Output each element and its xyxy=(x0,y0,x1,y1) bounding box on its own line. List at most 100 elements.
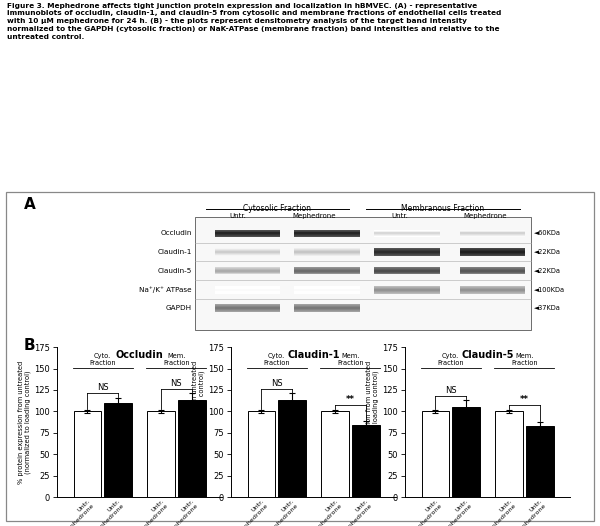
Bar xyxy=(295,248,360,249)
Bar xyxy=(215,252,280,253)
Bar xyxy=(374,235,440,236)
Bar xyxy=(374,271,440,272)
Text: NS: NS xyxy=(170,379,182,388)
Bar xyxy=(295,231,360,232)
Bar xyxy=(460,249,526,250)
Bar xyxy=(215,236,280,237)
Bar xyxy=(215,231,280,232)
Bar xyxy=(295,308,360,309)
Text: Cyto.
Fraction: Cyto. Fraction xyxy=(437,353,464,366)
Bar xyxy=(374,252,440,253)
Text: Mephedrone: Mephedrone xyxy=(464,213,507,219)
Bar xyxy=(421,411,449,497)
Bar xyxy=(215,255,280,256)
Bar xyxy=(460,272,526,274)
Bar xyxy=(215,290,280,291)
Bar xyxy=(374,286,440,287)
Bar xyxy=(374,253,440,254)
Y-axis label: % protein expression from untreated
(normalized to loading control): % protein expression from untreated (nor… xyxy=(192,360,205,484)
Text: Mem.
Fraction: Mem. Fraction xyxy=(511,353,538,366)
Bar xyxy=(215,248,280,249)
Bar xyxy=(295,267,360,268)
Bar xyxy=(352,425,380,497)
Bar xyxy=(460,270,526,271)
Bar xyxy=(526,426,554,497)
Bar xyxy=(215,291,280,292)
Bar xyxy=(460,229,526,230)
Bar xyxy=(295,304,360,305)
Bar xyxy=(295,307,360,308)
Text: Na⁺/K⁺ ATPase: Na⁺/K⁺ ATPase xyxy=(139,287,192,293)
Text: Mem.
Fraction: Mem. Fraction xyxy=(163,353,190,366)
Bar xyxy=(215,274,280,275)
Bar xyxy=(374,234,440,235)
Text: Claudin-1: Claudin-1 xyxy=(287,350,340,360)
Bar xyxy=(460,288,526,289)
Bar xyxy=(295,289,360,290)
Text: Cyto.
Fraction: Cyto. Fraction xyxy=(263,353,290,366)
Text: A: A xyxy=(24,197,36,213)
Bar xyxy=(452,407,479,497)
Text: NS: NS xyxy=(97,383,109,392)
Bar xyxy=(295,253,360,254)
Bar xyxy=(374,288,440,289)
Bar xyxy=(295,270,360,271)
Bar xyxy=(215,253,280,254)
Bar xyxy=(278,400,305,497)
Bar xyxy=(215,288,280,289)
Bar xyxy=(460,235,526,236)
Bar xyxy=(74,411,101,497)
Bar xyxy=(322,411,349,497)
Bar xyxy=(374,251,440,252)
Bar xyxy=(295,268,360,269)
Bar xyxy=(195,217,531,330)
Bar xyxy=(215,304,280,305)
Bar xyxy=(215,267,280,268)
Bar xyxy=(295,272,360,274)
Text: Claudin-5: Claudin-5 xyxy=(157,268,192,274)
Bar xyxy=(374,270,440,271)
Text: ◄60KDa: ◄60KDa xyxy=(534,230,561,236)
Text: Cyto.
Fraction: Cyto. Fraction xyxy=(89,353,116,366)
Bar xyxy=(374,272,440,274)
Bar xyxy=(295,255,360,256)
Bar xyxy=(295,305,360,306)
Bar xyxy=(460,232,526,234)
Bar xyxy=(215,271,280,272)
Bar xyxy=(295,249,360,250)
Bar xyxy=(374,230,440,231)
Bar xyxy=(460,270,526,271)
Bar xyxy=(460,274,526,275)
Bar xyxy=(374,249,440,250)
Bar xyxy=(374,236,440,237)
Bar xyxy=(295,230,360,231)
Bar xyxy=(460,292,526,294)
Bar xyxy=(215,249,280,250)
Bar xyxy=(295,290,360,291)
Bar xyxy=(374,269,440,270)
Text: Figure 3. Mephedrone affects tight junction protein expression and localization : Figure 3. Mephedrone affects tight junct… xyxy=(7,3,502,39)
Bar xyxy=(374,231,440,232)
Text: ◄22KDa: ◄22KDa xyxy=(534,268,561,274)
Bar xyxy=(215,232,280,234)
Bar xyxy=(460,234,526,235)
Bar xyxy=(460,289,526,290)
Bar xyxy=(295,234,360,235)
Bar xyxy=(295,251,360,252)
Bar xyxy=(295,232,360,234)
Bar xyxy=(374,287,440,288)
Bar xyxy=(215,306,280,307)
Text: **: ** xyxy=(520,395,529,404)
Bar xyxy=(374,289,440,290)
Bar xyxy=(460,236,526,237)
Text: Claudin-1: Claudin-1 xyxy=(157,249,192,255)
Bar xyxy=(460,255,526,256)
Text: Mem.
Fraction: Mem. Fraction xyxy=(337,353,364,366)
Bar xyxy=(215,287,280,288)
Bar xyxy=(215,234,280,235)
Bar xyxy=(460,271,526,272)
Bar xyxy=(295,271,360,272)
Text: Cytosolic Fraction: Cytosolic Fraction xyxy=(244,204,311,213)
Bar xyxy=(374,268,440,269)
Bar xyxy=(148,411,175,497)
